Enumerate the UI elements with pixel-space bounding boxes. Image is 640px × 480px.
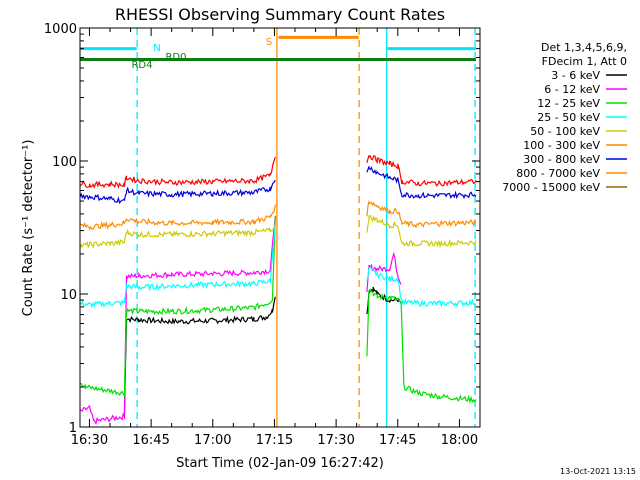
chart-title: RHESSI Observing Summary Count Rates	[115, 5, 445, 24]
series-line-0	[366, 286, 402, 314]
y-tick-label: 1	[69, 421, 77, 436]
flag-label-n: N	[153, 43, 160, 54]
x-tick-label: 16:30	[71, 433, 108, 448]
series-line-4	[80, 224, 276, 249]
x-tick-label: 18:00	[441, 433, 478, 448]
series-line-6	[366, 166, 477, 200]
series-line-2	[80, 215, 276, 398]
x-axis-label: Start Time (02-Jan-09 16:27:42)	[176, 456, 384, 471]
legend-entry-label: 300 - 800 keV	[523, 153, 600, 166]
overlay-series-line-0	[80, 156, 276, 189]
series-line-6	[80, 179, 276, 205]
series-line-5	[366, 200, 476, 229]
legend-header: Det 1,3,4,5,6,9,	[541, 41, 627, 54]
x-tick-label: 17:00	[194, 433, 231, 448]
y-axis: 1 10 100 1000	[44, 22, 480, 436]
legend-entry-label: 12 - 25 keV	[537, 97, 600, 110]
series-layer	[80, 154, 477, 425]
x-tick-label: 16:45	[132, 433, 169, 448]
y-axis-label: Count Rate (s⁻¹ detector⁻¹)	[21, 140, 36, 317]
flag-label-rd4: RD4	[131, 60, 152, 71]
x-axis: 16:30 16:45 17:00 17:15 17:30 17:45 18:00	[71, 28, 478, 448]
series-line-1	[80, 216, 276, 425]
footer-timestamp: 13-Oct-2021 13:15	[560, 467, 636, 476]
flag-label-rd0: RD0	[165, 52, 186, 63]
legend-entry-label: 3 - 6 keV	[551, 69, 600, 82]
x-tick-label: 17:30	[317, 433, 354, 448]
overlay-series-line-0	[366, 154, 477, 187]
legend: Det 1,3,4,5,6,9,FDecim 1, Att 03 - 6 keV…	[502, 41, 627, 194]
x-tick-label: 17:45	[379, 433, 416, 448]
legend-entry-label: 100 - 300 keV	[523, 139, 600, 152]
legend-entry-label: 800 - 7000 keV	[516, 167, 600, 180]
flag-label-s: S	[266, 37, 272, 48]
series-line-3	[80, 222, 276, 309]
flag-labels: N S RD0 RD4	[131, 37, 272, 71]
vertical-markers	[136, 28, 476, 427]
series-line-4	[366, 214, 477, 249]
series-line-2	[366, 288, 477, 404]
legend-entry-label: 50 - 100 keV	[530, 125, 600, 138]
plot-frame	[79, 27, 481, 428]
legend-header: FDecim 1, Att 0	[542, 55, 627, 68]
flag-bars	[80, 35, 476, 61]
y-tick-label: 1000	[44, 22, 77, 37]
legend-entry-label: 25 - 50 keV	[537, 111, 600, 124]
legend-entry-label: 7000 - 15000 keV	[502, 181, 600, 194]
series-line-1	[366, 251, 402, 293]
series-line-0	[123, 296, 276, 417]
y-tick-label: 10	[60, 288, 77, 303]
legend-entry-label: 6 - 12 keV	[544, 83, 600, 96]
series-line-5	[80, 204, 276, 231]
x-tick-label: 17:15	[256, 433, 293, 448]
y-tick-label: 100	[52, 155, 77, 170]
series-line-3	[366, 266, 477, 308]
